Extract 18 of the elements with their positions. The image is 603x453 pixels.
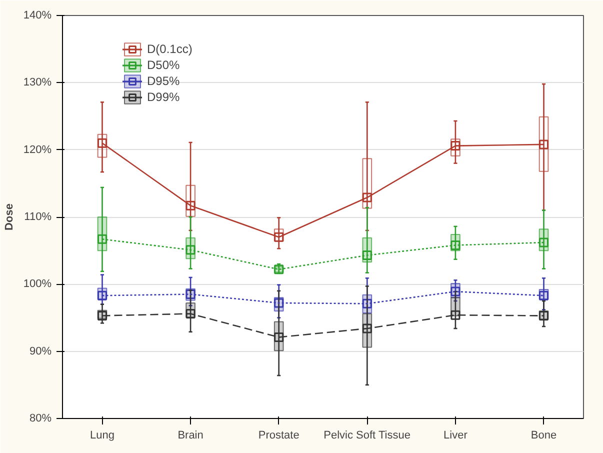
y-tick-label: 120% xyxy=(23,144,52,156)
x-tick-label: Bone xyxy=(530,430,557,442)
legend-label: D(0.1cc) xyxy=(147,41,192,57)
x-tick-label: Prostate xyxy=(258,430,300,442)
y-tick-label: 140% xyxy=(23,10,52,22)
y-tick-label: 130% xyxy=(23,76,52,89)
y-tick-label: 80% xyxy=(29,412,52,424)
legend-label: D95% xyxy=(147,73,180,89)
x-tick-label: Brain xyxy=(178,430,204,442)
y-tick-label: 100% xyxy=(23,278,52,290)
y-axis-title: Dose xyxy=(3,204,16,230)
x-tick-label: Liver xyxy=(444,430,468,442)
y-tick-label: 90% xyxy=(29,345,52,358)
x-tick-label: Pelvic Soft Tissue xyxy=(324,430,410,442)
y-tick-label: 110% xyxy=(24,211,52,223)
x-tick-label: Lung xyxy=(90,430,114,442)
legend-label: D99% xyxy=(147,89,180,105)
legend-label: D50% xyxy=(147,57,180,73)
